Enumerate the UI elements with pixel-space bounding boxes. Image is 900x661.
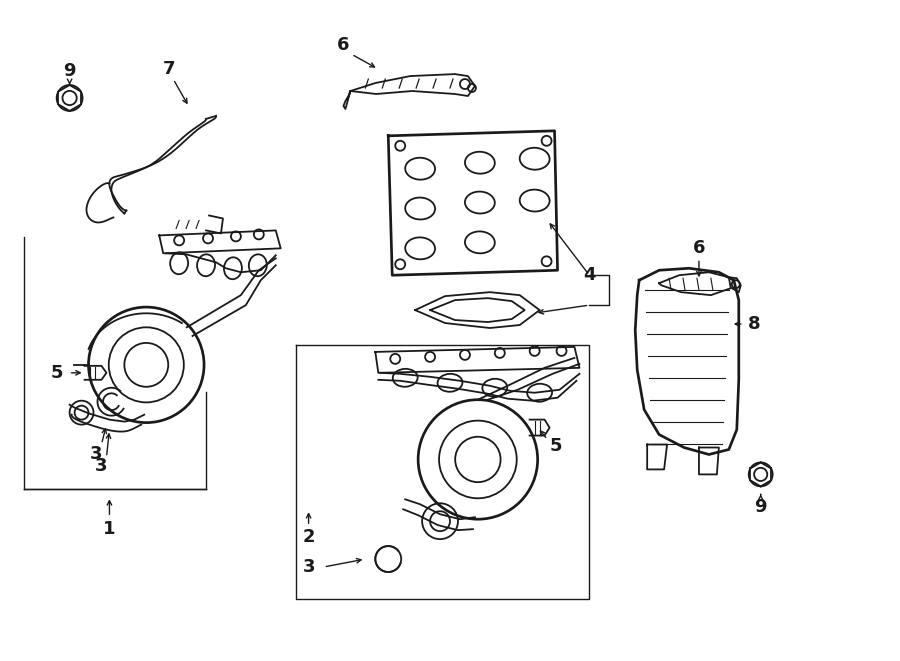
Text: 9: 9	[754, 498, 767, 516]
Text: 5: 5	[50, 364, 63, 382]
Text: 8: 8	[747, 315, 760, 333]
Text: 9: 9	[63, 62, 76, 80]
Text: 3: 3	[95, 457, 108, 475]
Text: 6: 6	[693, 239, 706, 257]
Text: 3: 3	[90, 446, 103, 463]
Text: 5: 5	[549, 436, 562, 455]
Text: 7: 7	[163, 60, 176, 78]
Text: 4: 4	[583, 266, 596, 284]
Text: 3: 3	[302, 558, 315, 576]
Text: 1: 1	[104, 520, 116, 538]
Text: 6: 6	[338, 36, 350, 54]
Text: 2: 2	[302, 528, 315, 546]
